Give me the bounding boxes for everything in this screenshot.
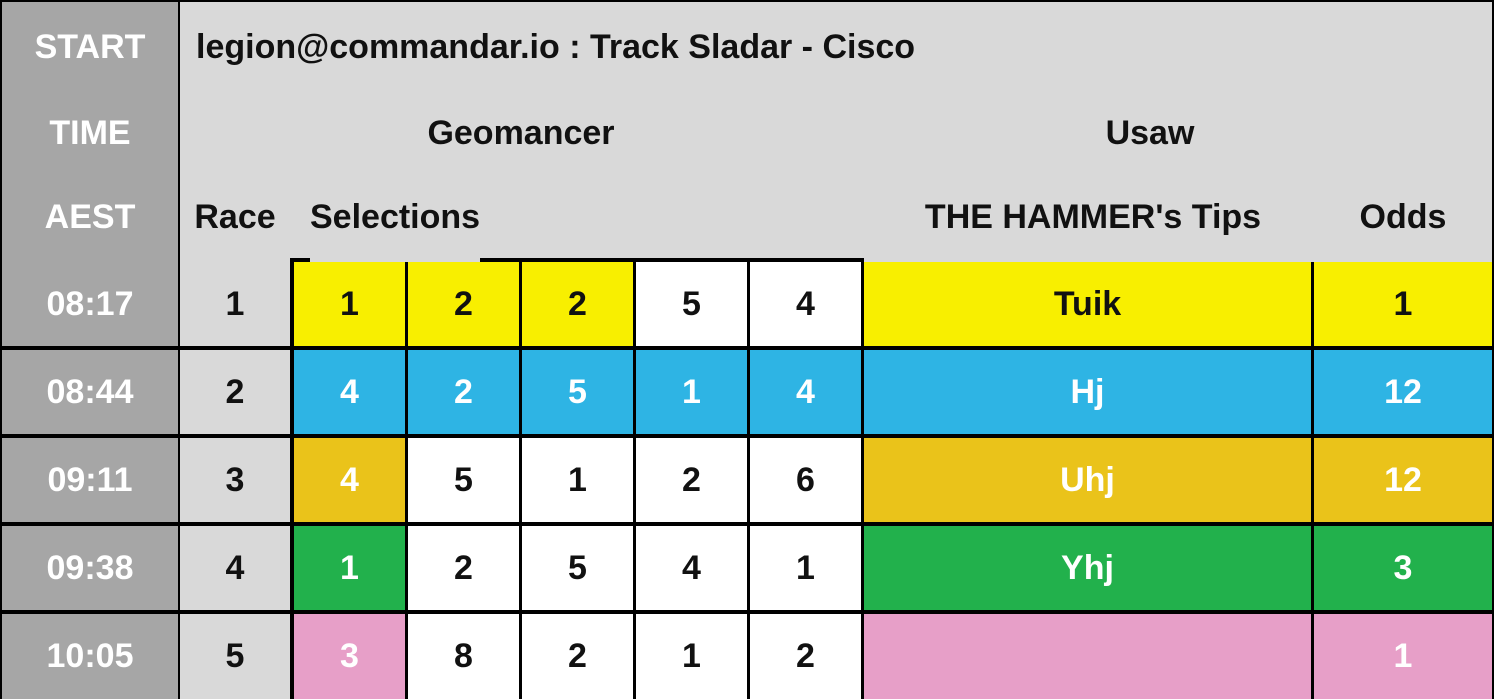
odds-cell: 3: [1314, 526, 1492, 610]
selection-cell: 2: [408, 350, 519, 434]
selection-cell: 2: [750, 614, 861, 699]
selection-cell: 5: [522, 350, 633, 434]
start-time: 08:17: [2, 262, 178, 346]
selection-cell: 4: [294, 350, 405, 434]
selection-cell: 2: [522, 262, 633, 346]
selection-cell: 2: [408, 526, 519, 610]
selection-cell: 8: [408, 614, 519, 699]
selection-cell: 4: [750, 350, 861, 434]
group-right-label: Usaw: [864, 88, 1436, 178]
selection-cell: 3: [294, 614, 405, 699]
odds-cell: 1: [1314, 262, 1492, 346]
race-column-header: Race: [180, 172, 290, 262]
selection-cell: 2: [522, 614, 633, 699]
selection-cell: 1: [636, 614, 747, 699]
tip-cell: Hj: [864, 350, 1311, 434]
odds-cell: 12: [1314, 438, 1492, 522]
page-title: legion@commandar.io : Track Sladar - Cis…: [196, 2, 916, 92]
start-time: 08:44: [2, 350, 178, 434]
group-left-label: Geomancer: [292, 88, 750, 178]
start-label: START: [2, 2, 178, 92]
selection-cell: 2: [636, 438, 747, 522]
race-number: 1: [180, 262, 290, 346]
selection-cell: 5: [522, 526, 633, 610]
race-number: 5: [180, 614, 290, 699]
odds-cell: 12: [1314, 350, 1492, 434]
selection-cell: 4: [750, 262, 861, 346]
odds-column-header: Odds: [1314, 172, 1492, 262]
tip-cell: Yhj: [864, 526, 1311, 610]
start-time: 09:11: [2, 438, 178, 522]
selection-cell: 1: [294, 526, 405, 610]
time-label: TIME: [2, 88, 178, 178]
race-number: 4: [180, 526, 290, 610]
start-time: 09:38: [2, 526, 178, 610]
selection-cell: 1: [750, 526, 861, 610]
race-number: 2: [180, 350, 290, 434]
selection-cell: 2: [408, 262, 519, 346]
tips-column-header: THE HAMMER's Tips: [864, 172, 1322, 262]
tip-cell: Tuik: [864, 262, 1311, 346]
selection-cell: 5: [408, 438, 519, 522]
selection-cell: 1: [636, 350, 747, 434]
tip-cell: Uhj: [864, 438, 1311, 522]
selections-column-header: Selections: [310, 172, 481, 262]
selection-cell: 4: [294, 438, 405, 522]
start-time: 10:05: [2, 614, 178, 699]
odds-cell: 1: [1314, 614, 1492, 699]
tip-cell: [864, 614, 1311, 699]
race-number: 3: [180, 438, 290, 522]
selection-cell: 1: [294, 262, 405, 346]
selection-cell: 4: [636, 526, 747, 610]
selection-cell: 1: [522, 438, 633, 522]
selection-cell: 6: [750, 438, 861, 522]
selection-cell: 5: [636, 262, 747, 346]
aest-label: AEST: [2, 172, 178, 262]
